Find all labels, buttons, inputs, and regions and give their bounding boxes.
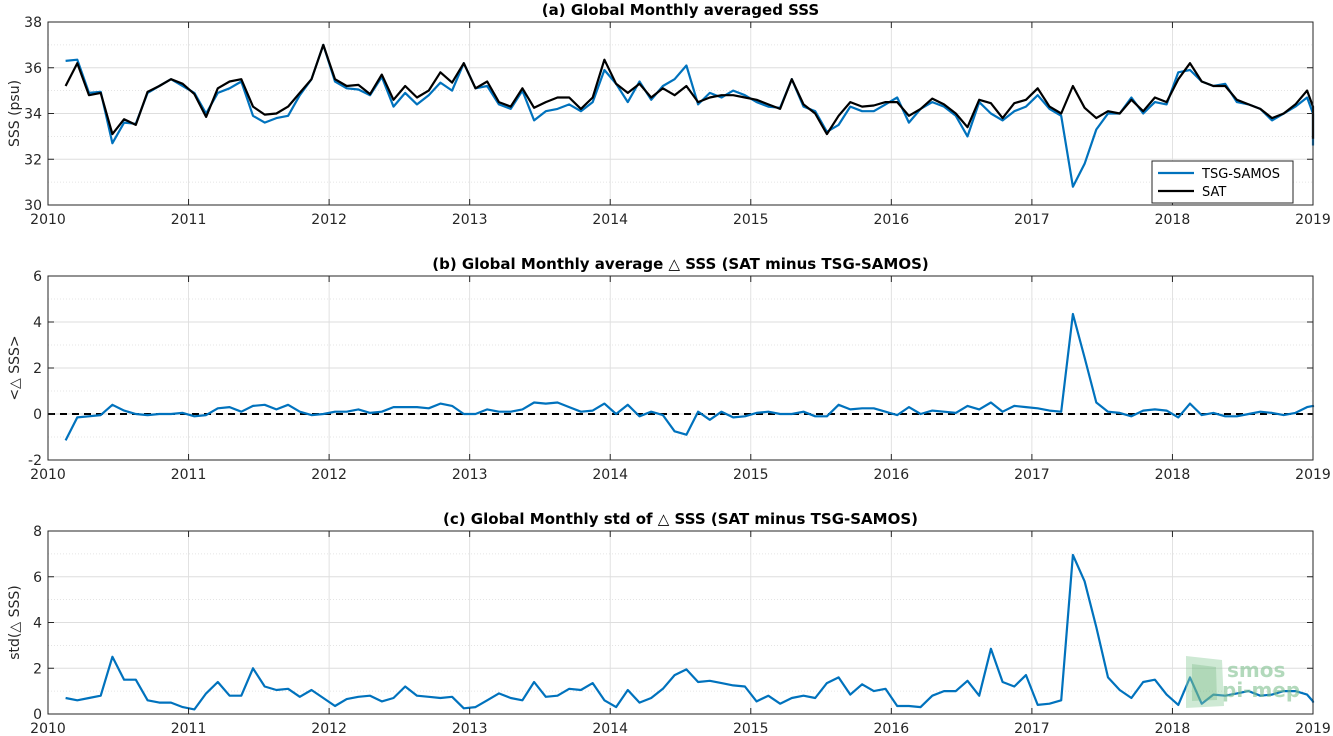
x-tick-label: 2015: [733, 212, 769, 228]
x-tick-label: 2010: [30, 212, 66, 228]
x-tick-label: 2013: [452, 721, 488, 736]
x-tick-label: 2019: [1295, 467, 1331, 483]
y-tick-label: 2: [33, 361, 42, 377]
logo-shape: [1186, 656, 1224, 708]
panel-c: 0 2 4 6 8 2010 2011 2012 2013 2014 2015 2016 2017 201…: [7, 510, 1331, 736]
x-tick-label: 2017: [1014, 212, 1050, 228]
y-tick-label: 30: [24, 198, 42, 214]
legend-label: SAT: [1202, 185, 1226, 200]
x-tick-label: 2011: [171, 467, 207, 483]
legend-label: TSG-SAMOS: [1201, 167, 1280, 182]
y-axis-label: std(△ SSS): [7, 585, 23, 659]
logo-text-pi-mep: pi-mep: [1222, 678, 1300, 702]
y-tick-label: -2: [28, 453, 42, 469]
x-tick-label: 2010: [30, 721, 66, 736]
y-axis-label: <△ SSS>: [7, 335, 23, 400]
y-tick-label: 0: [33, 707, 42, 723]
y-tick-label: 38: [24, 15, 42, 31]
y-tick-label: 34: [24, 107, 42, 123]
y-tick-label: 0: [33, 407, 42, 423]
y-tick-label: 32: [24, 152, 42, 168]
legend-box: [1151, 160, 1294, 204]
panel-title: (c) Global Monthly std of △ SSS (SAT min…: [443, 510, 918, 528]
panel-title: (a) Global Monthly averaged SSS: [542, 1, 819, 19]
x-tick-label: 2012: [311, 467, 347, 483]
x-tick-label: 2018: [1155, 467, 1191, 483]
x-tick-label: 2014: [592, 467, 628, 483]
x-tick-label: 2011: [171, 212, 207, 228]
x-tick-label: 2016: [874, 467, 910, 483]
y-tick-label: 4: [33, 616, 42, 632]
logo-shape-inner: [1192, 664, 1217, 701]
y-tick-label: 36: [24, 61, 42, 77]
x-tick-label: 2017: [1014, 721, 1050, 736]
x-tick-label: 2019: [1295, 212, 1331, 228]
y-tick-label: 4: [33, 315, 42, 331]
x-tick-label: 2012: [311, 721, 347, 736]
x-tick-label: 2013: [452, 212, 488, 228]
x-tick-label: 2015: [733, 721, 769, 736]
y-axis-label: SSS (psu): [7, 80, 23, 147]
y-tick-label: 8: [33, 524, 42, 540]
panel-a: 30 32 34 36 38 2010 2011 2012 2013 2014 2015 2016 20…: [7, 1, 1331, 228]
y-tick-label: 6: [33, 570, 42, 586]
x-tick-label: 2014: [592, 212, 628, 228]
x-tick-label: 2017: [1014, 467, 1050, 483]
series-line-sat: [64, 43, 1315, 139]
x-tick-label: 2016: [874, 212, 910, 228]
legend: TSG-SAMOS SAT: [1151, 160, 1294, 204]
x-tick-label: 2013: [452, 467, 488, 483]
x-tick-label: 2010: [30, 467, 66, 483]
x-tick-label: 2011: [171, 721, 207, 736]
panel-title: (b) Global Monthly average △ SSS (SAT mi…: [432, 255, 928, 273]
x-tick-label: 2014: [592, 721, 628, 736]
x-tick-label: 2015: [733, 467, 769, 483]
x-tick-label: 2016: [874, 721, 910, 736]
logo-text-smos: smos: [1227, 658, 1285, 682]
series-line-delta-sss: [65, 553, 1315, 711]
x-tick-label: 2012: [311, 212, 347, 228]
panel-b: -2 0 2 4 6 2010 2011 2012 2013 2014 2015 2016 2017 20…: [7, 255, 1331, 483]
series-line-delta-sss: [64, 312, 1315, 441]
x-tick-label: 2018: [1155, 721, 1191, 736]
x-tick-label: 2018: [1155, 212, 1191, 228]
x-tick-label: 2019: [1295, 721, 1331, 736]
y-tick-label: 2: [33, 661, 42, 677]
y-tick-label: 6: [33, 269, 42, 285]
